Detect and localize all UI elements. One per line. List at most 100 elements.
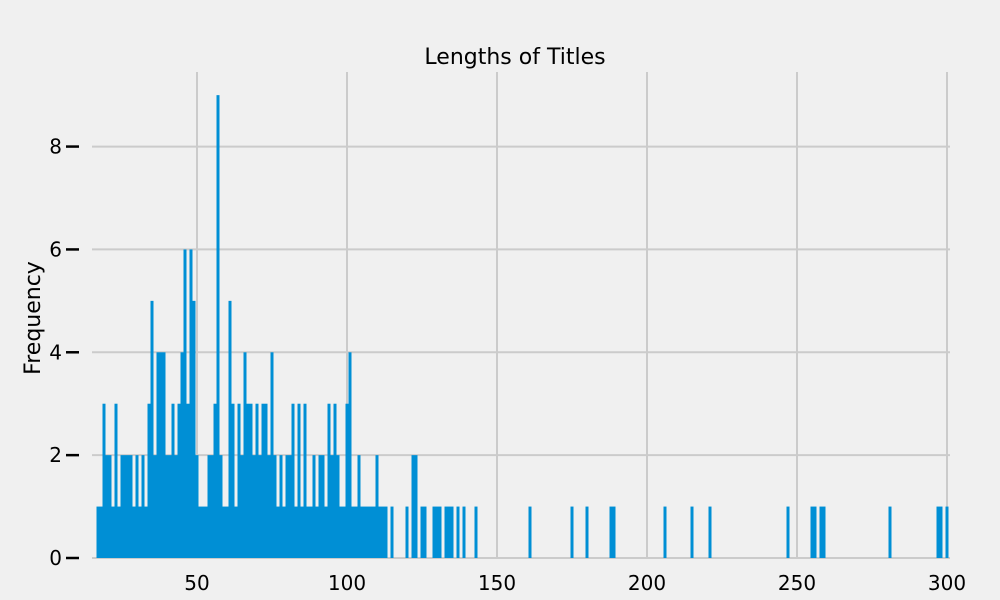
histogram-bar — [159, 352, 163, 558]
histogram-bar — [360, 506, 364, 558]
histogram-bar — [171, 403, 175, 558]
histogram-bar — [183, 249, 187, 558]
y-axis-label: Frequency — [21, 261, 46, 375]
histogram-bar — [348, 352, 352, 558]
histogram-bar — [153, 455, 157, 558]
histogram-bar — [414, 455, 418, 558]
histogram-bar — [336, 455, 340, 558]
y-tick-label: 0 — [49, 546, 62, 570]
histogram-bar — [324, 506, 328, 558]
histogram-bar — [354, 506, 358, 558]
histogram-bar — [312, 455, 316, 558]
histogram-bar — [138, 506, 142, 558]
histogram-bar — [786, 506, 790, 558]
y-axis: 0 2 4 6 8 — [49, 135, 79, 570]
histogram-bar — [180, 352, 184, 558]
histogram-bar — [303, 403, 307, 558]
histogram-bar — [279, 455, 283, 558]
histogram-bar — [357, 455, 361, 558]
histogram-bar — [822, 506, 826, 558]
histogram-bar — [105, 455, 109, 558]
histogram-bar — [333, 403, 337, 558]
histogram-bar — [888, 506, 892, 558]
histogram-bar — [147, 403, 151, 558]
histogram-bar — [216, 95, 220, 558]
histogram-bar — [810, 506, 814, 558]
histogram-bar — [690, 506, 694, 558]
histogram-bar — [381, 506, 385, 558]
y-tick-label: 8 — [49, 135, 62, 159]
histogram-bar — [369, 506, 373, 558]
histogram-bar — [282, 506, 286, 558]
x-tick-label: 300 — [928, 571, 966, 595]
histogram-bar — [123, 455, 127, 558]
histogram-bar — [249, 403, 253, 558]
histogram-bar — [411, 455, 415, 558]
histogram-bar — [108, 455, 112, 558]
histogram-bar — [222, 506, 226, 558]
histogram-bar — [936, 506, 940, 558]
y-tick-label: 2 — [49, 443, 62, 467]
histogram-bar — [177, 403, 181, 558]
histogram-bar — [297, 403, 301, 558]
x-tick-label: 250 — [778, 571, 816, 595]
histogram-bar — [99, 506, 103, 558]
histogram-bar — [102, 403, 106, 558]
histogram-bar — [438, 506, 442, 558]
histogram-bar — [462, 506, 466, 558]
histogram-bar — [309, 506, 313, 558]
histogram-bar — [318, 455, 322, 558]
histogram-bar — [291, 403, 295, 558]
histogram-bar — [255, 403, 259, 558]
histogram-bar — [267, 455, 271, 558]
histogram-bar — [132, 506, 136, 558]
histogram-bar — [423, 506, 427, 558]
histogram-bar — [264, 403, 268, 558]
histogram-bar — [939, 506, 943, 558]
histogram-bar — [708, 506, 712, 558]
histogram-bar — [375, 455, 379, 558]
histogram-bar — [162, 352, 166, 558]
histogram-bar — [198, 506, 202, 558]
histogram-bar — [420, 506, 424, 558]
histogram-bar — [189, 249, 193, 558]
histogram-bar — [813, 506, 817, 558]
histogram-bar — [201, 506, 205, 558]
histogram-bar — [405, 506, 409, 558]
histogram-bar — [246, 403, 250, 558]
histogram-bar — [315, 506, 319, 558]
histogram-bar — [327, 403, 331, 558]
chart-title: Lengths of Titles — [424, 45, 605, 70]
histogram-bar — [435, 506, 439, 558]
histogram-bar — [444, 506, 448, 558]
histogram-bar — [372, 506, 376, 558]
y-tick-label: 6 — [49, 237, 62, 261]
histogram-bar — [474, 506, 478, 558]
x-tick-label: 150 — [478, 571, 516, 595]
histogram-bar — [111, 506, 115, 558]
histogram-bar — [231, 403, 235, 558]
histogram-bar — [156, 352, 160, 558]
histogram-bar — [174, 455, 178, 558]
histogram-bar — [204, 506, 208, 558]
histogram-bar — [186, 403, 190, 558]
histogram-bar — [294, 506, 298, 558]
histogram-bar — [945, 506, 949, 558]
histogram-bar — [609, 506, 613, 558]
histogram-bar — [96, 506, 100, 558]
histogram-bar — [276, 506, 280, 558]
histogram-bar — [243, 352, 247, 558]
histogram-bar — [219, 455, 223, 558]
histogram-bar — [339, 506, 343, 558]
x-tick-label: 200 — [628, 571, 666, 595]
histogram-bar — [135, 455, 139, 558]
histogram-bar — [270, 352, 274, 558]
histogram-bar — [528, 506, 532, 558]
histogram-bar — [345, 403, 349, 558]
histogram-bar — [141, 455, 145, 558]
histogram-bar — [126, 455, 130, 558]
histogram-bar — [165, 455, 169, 558]
bars — [96, 95, 949, 558]
histogram-bar — [240, 455, 244, 558]
